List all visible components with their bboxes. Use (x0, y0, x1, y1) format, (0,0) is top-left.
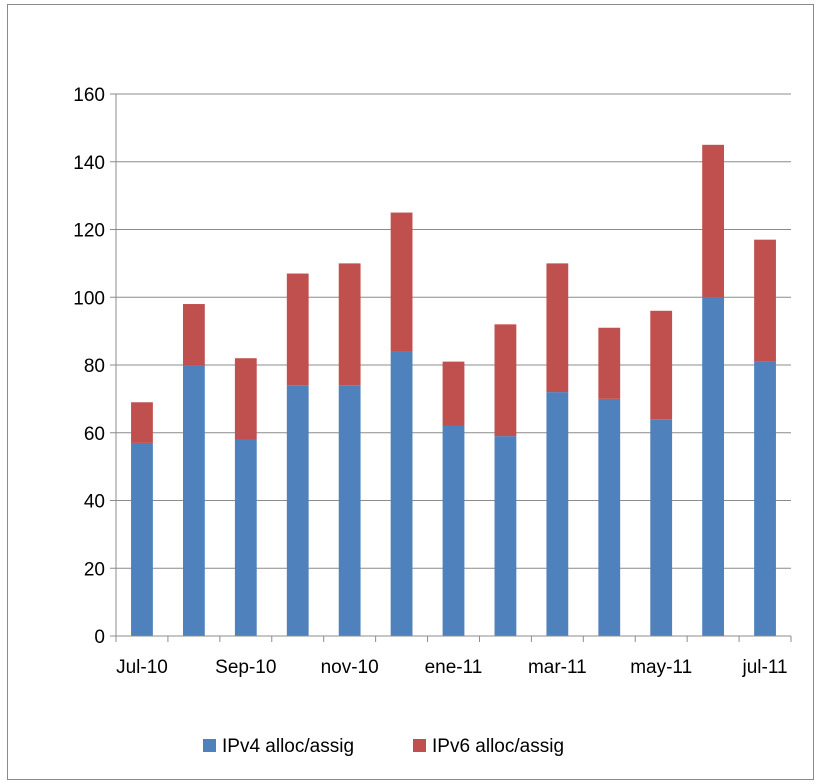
bars (131, 144, 776, 636)
chart-frame: 0 20 40 60 80 100 120 140 160 Jul-10 Sep-10 nov-10… (7, 4, 814, 780)
bar-ipv4-may-11 (650, 419, 673, 636)
bar-ipv4-nov-10 (338, 385, 361, 636)
bar-ipv6-feb-11 (494, 324, 517, 437)
y-tick-label: 20 (84, 559, 105, 580)
bar-ipv4-dec-10 (390, 351, 413, 636)
bar-ipv4-jun-11 (702, 297, 725, 636)
legend-swatch-ipv4 (203, 739, 216, 752)
x-tick-label: Sep-10 (215, 657, 276, 678)
bar-ipv4-feb-11 (494, 436, 517, 636)
legend-label-ipv6: IPv6 alloc/assig (432, 736, 564, 757)
y-tick-label: 40 (84, 492, 105, 513)
x-tick-labels: Jul-10 Sep-10 nov-10 ene-11 mar-11 may-11 jul-… (116, 657, 787, 678)
legend-swatch-ipv6 (413, 739, 426, 752)
bar-ipv4-apr-11 (598, 398, 621, 636)
bar-ipv6-jul-10 (131, 402, 153, 443)
bar-ipv4-jul-10 (131, 442, 153, 636)
bar-ipv6-apr-11 (598, 327, 621, 399)
bar-ipv6-dec-10 (390, 212, 413, 352)
bar-ipv4-aug-10 (182, 365, 205, 636)
y-tick-label: 120 (73, 221, 105, 242)
x-tick-label: ene-11 (425, 657, 483, 678)
x-tick-label: Jul-10 (116, 657, 168, 678)
bar-ipv6-aug-10 (182, 304, 205, 365)
stacked-bar-chart: 0 20 40 60 80 100 120 140 160 Jul-10 Sep-10 nov-10… (73, 85, 792, 757)
bar-ipv6-jun-11 (702, 144, 725, 298)
bar-ipv6-may-11 (650, 310, 673, 420)
bar-ipv6-mar-11 (546, 263, 569, 393)
y-tick-label: 140 (73, 153, 105, 174)
bar-ipv6-sep-10 (234, 358, 257, 440)
y-tick-label: 160 (73, 85, 105, 106)
bar-ipv6-jul-11 (754, 239, 776, 362)
y-tick-label: 0 (94, 627, 105, 648)
bar-ipv6-oct-10 (286, 273, 309, 386)
bar-ipv4-ene-11 (442, 425, 465, 636)
x-tick-label: nov-10 (321, 657, 379, 678)
bar-ipv6-ene-11 (442, 361, 465, 426)
bar-ipv4-jul-11 (754, 361, 776, 636)
y-tick-labels: 0 20 40 60 80 100 120 140 160 (73, 85, 105, 648)
y-tick-label: 100 (73, 288, 105, 309)
legend: IPv4 alloc/assig IPv6 alloc/assig (203, 736, 564, 757)
bar-ipv4-mar-11 (546, 392, 569, 636)
bar-ipv4-sep-10 (234, 439, 257, 636)
bar-ipv4-oct-10 (286, 385, 309, 636)
axes (115, 94, 792, 642)
x-tick-label: mar-11 (528, 657, 587, 678)
x-tick-label: may-11 (630, 657, 692, 678)
bar-ipv6-nov-10 (338, 263, 361, 386)
y-tick-label: 60 (84, 424, 105, 445)
y-tick-label: 80 (84, 356, 105, 377)
legend-label-ipv4: IPv4 alloc/assig (222, 736, 354, 757)
x-tick-label: jul-11 (742, 657, 788, 678)
